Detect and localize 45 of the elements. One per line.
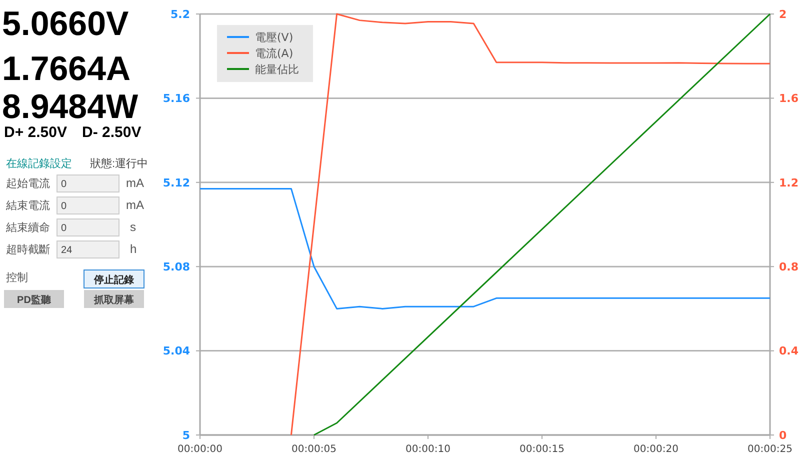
y2-tick-label: 1.6 xyxy=(779,92,799,106)
text: 1.7664A xyxy=(2,50,131,88)
text: 24 xyxy=(61,245,73,256)
y2-tick-label: 0.8 xyxy=(779,260,798,274)
text: PD監聽 xyxy=(17,294,52,306)
text: D+ 2.50V xyxy=(4,124,67,141)
x-tick-label: 00:00:20 xyxy=(634,444,678,455)
text: 在線記錄設定 xyxy=(6,157,72,170)
legend-label: 電流(A) xyxy=(255,46,294,60)
text: mA xyxy=(126,176,144,190)
y-tick-label: 5 xyxy=(182,428,190,442)
x-tick-label: 00:00:10 xyxy=(406,444,450,455)
y-tick-label: 5.12 xyxy=(162,176,190,190)
line-series xyxy=(199,188,771,310)
y2-tick-label: 0.4 xyxy=(779,344,799,358)
legend-label: 能量佔比 xyxy=(255,62,299,76)
text: 結束電流 xyxy=(5,199,50,212)
x-tick-label: 00:00:25 xyxy=(748,444,792,455)
x-tick-label: 00:00:05 xyxy=(292,444,336,455)
y-tick-label: 5.08 xyxy=(162,260,190,274)
text: 0 xyxy=(61,223,67,234)
text: 超時截斷 xyxy=(6,243,50,256)
text: s xyxy=(130,220,136,234)
text: 停止記錄 xyxy=(93,274,134,286)
text: 抓取屏幕 xyxy=(93,294,135,306)
x-tick-label: 00:00:15 xyxy=(520,444,564,455)
text: D- 2.50V xyxy=(82,124,142,141)
legend-label: 電壓(V) xyxy=(255,30,294,44)
text: 0 xyxy=(61,179,67,190)
y-tick-label: 5.2 xyxy=(170,8,190,21)
text: h xyxy=(130,242,137,256)
y2-tick-label: 0 xyxy=(779,428,787,442)
text: 結束續命 xyxy=(5,221,50,234)
text: 狀態:運行中 xyxy=(90,157,148,170)
text: 8.9484W xyxy=(2,88,139,126)
text: 控制 xyxy=(6,271,28,284)
y-tick-label: 5.16 xyxy=(162,92,190,106)
x-tick-label: 00:00:00 xyxy=(178,444,222,455)
y-tick-label: 5.04 xyxy=(162,344,190,358)
text: 起始電流 xyxy=(6,177,50,190)
text: 0 xyxy=(61,201,67,212)
y2-tick-label: 1.2 xyxy=(779,176,798,190)
y2-tick-label: 2 xyxy=(779,8,787,21)
text: 5.0660V xyxy=(2,5,129,43)
text: mA xyxy=(126,198,144,212)
